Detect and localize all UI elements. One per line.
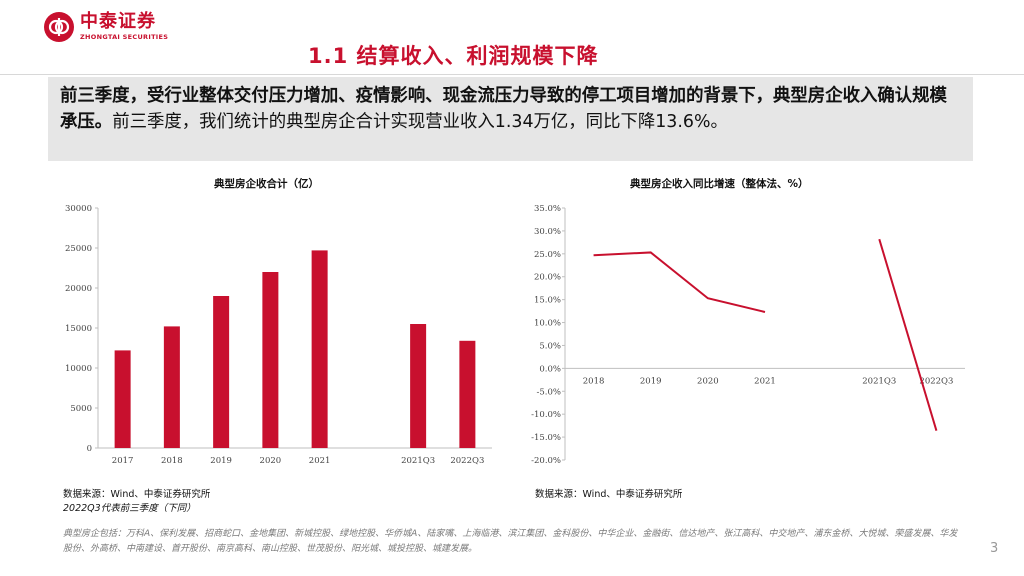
line-x-tick-label: 2019	[640, 376, 662, 386]
bar-x-tick-label: 2017	[112, 456, 134, 466]
line-y-tick-label: 25.0%	[534, 250, 561, 260]
header-divider	[0, 74, 1024, 75]
line-y-tick-label: 10.0%	[534, 319, 561, 329]
line-y-tick-label: 20.0%	[534, 273, 561, 283]
bar-y-tick-label: 30000	[65, 204, 92, 214]
bar	[213, 296, 230, 448]
bar-y-tick-label: 20000	[65, 284, 92, 294]
line-y-tick-label: -15.0%	[531, 433, 561, 443]
line-y-tick-label: 5.0%	[539, 341, 561, 351]
bar-y-tick-label: 5000	[70, 404, 92, 414]
bar	[163, 326, 180, 448]
line-y-tick-label: 35.0%	[534, 204, 561, 214]
bar-y-tick-label: 15000	[65, 324, 92, 334]
bar-y-tick-label: 10000	[65, 364, 92, 374]
line-y-tick-label: -5.0%	[537, 387, 561, 397]
series-line	[593, 251, 766, 313]
bar-y-tick-label: 25000	[65, 244, 92, 254]
logo-name-en: ZHONGTAI SECURITIES	[80, 33, 169, 42]
line-y-tick-label: -10.0%	[531, 410, 561, 420]
bar-chart-title: 典型房企收合计（亿）	[214, 178, 319, 190]
bar-x-tick-label: 2018	[161, 456, 183, 466]
bar	[262, 272, 279, 448]
bar	[311, 250, 328, 448]
logo-icon	[44, 12, 74, 42]
line-y-tick-label: 0.0%	[539, 364, 561, 374]
line-x-tick-label: 2020	[697, 376, 719, 386]
line-chart: -20.0% -15.0% -10.0% -5.0% 0.0% 5.0% 10.0% 15.0…	[531, 204, 965, 466]
series-line	[878, 238, 938, 431]
bar-x-tick-label: 2019	[210, 456, 232, 466]
line-y-tick-label: 15.0%	[534, 296, 561, 306]
line-x-tick-label: 2018	[583, 376, 605, 386]
left-source: 数据来源：Wind、中泰证券研究所	[63, 489, 211, 500]
bar-x-tick-label: 2022Q3	[450, 456, 484, 466]
footnote: 典型房企包括：万科A、保利发展、招商蛇口、金地集团、新城控股、绿地控股、华侨城A…	[63, 529, 958, 554]
bar-x-tick-label: 2021	[309, 456, 331, 466]
company-logo: 中泰证券 ZHONGTAI SECURITIES	[44, 12, 168, 42]
summary-bold-text: 前三季度，受行业整体交付压力增加、疫情影响、现金流压力导致的停工项目增加的背景下…	[60, 86, 947, 132]
summary-box: 前三季度，受行业整体交付压力增加、疫情影响、现金流压力导致的停工项目增加的背景下…	[48, 77, 973, 161]
line-y-tick-label: -20.0%	[531, 456, 561, 466]
bar-x-tick-label: 2021Q3	[401, 456, 435, 466]
page-number: 3	[990, 541, 999, 556]
bar	[410, 324, 427, 448]
line-chart-title: 典型房企收入同比增速（整体法、%）	[630, 178, 809, 190]
logo-name-cn: 中泰证券	[80, 11, 156, 33]
summary-normal-text: 前三季度，我们统计的典型房企合计实现营业收入1.34万亿，同比下降13.6%。	[112, 112, 728, 132]
right-source: 数据来源：Wind、中泰证券研究所	[535, 489, 683, 500]
line-x-tick-label: 2021	[754, 376, 776, 386]
slide-title: 1.1 结算收入、利润规模下降	[308, 44, 599, 68]
line-x-tick-label: 2021Q3	[862, 376, 896, 386]
line-y-tick-label: 30.0%	[534, 227, 561, 237]
bar-y-tick-label: 0	[87, 444, 92, 454]
line-x-tick-label: 2022Q3	[919, 376, 953, 386]
bar	[459, 340, 476, 448]
bar-x-tick-label: 2020	[260, 456, 282, 466]
left-source-note: 2022Q3代表前三季度（下同）	[63, 503, 196, 514]
bar-chart: 0 5000 10000 15000 20000 25000 30000 2017 2018 20…	[65, 204, 492, 466]
bar	[114, 350, 131, 448]
